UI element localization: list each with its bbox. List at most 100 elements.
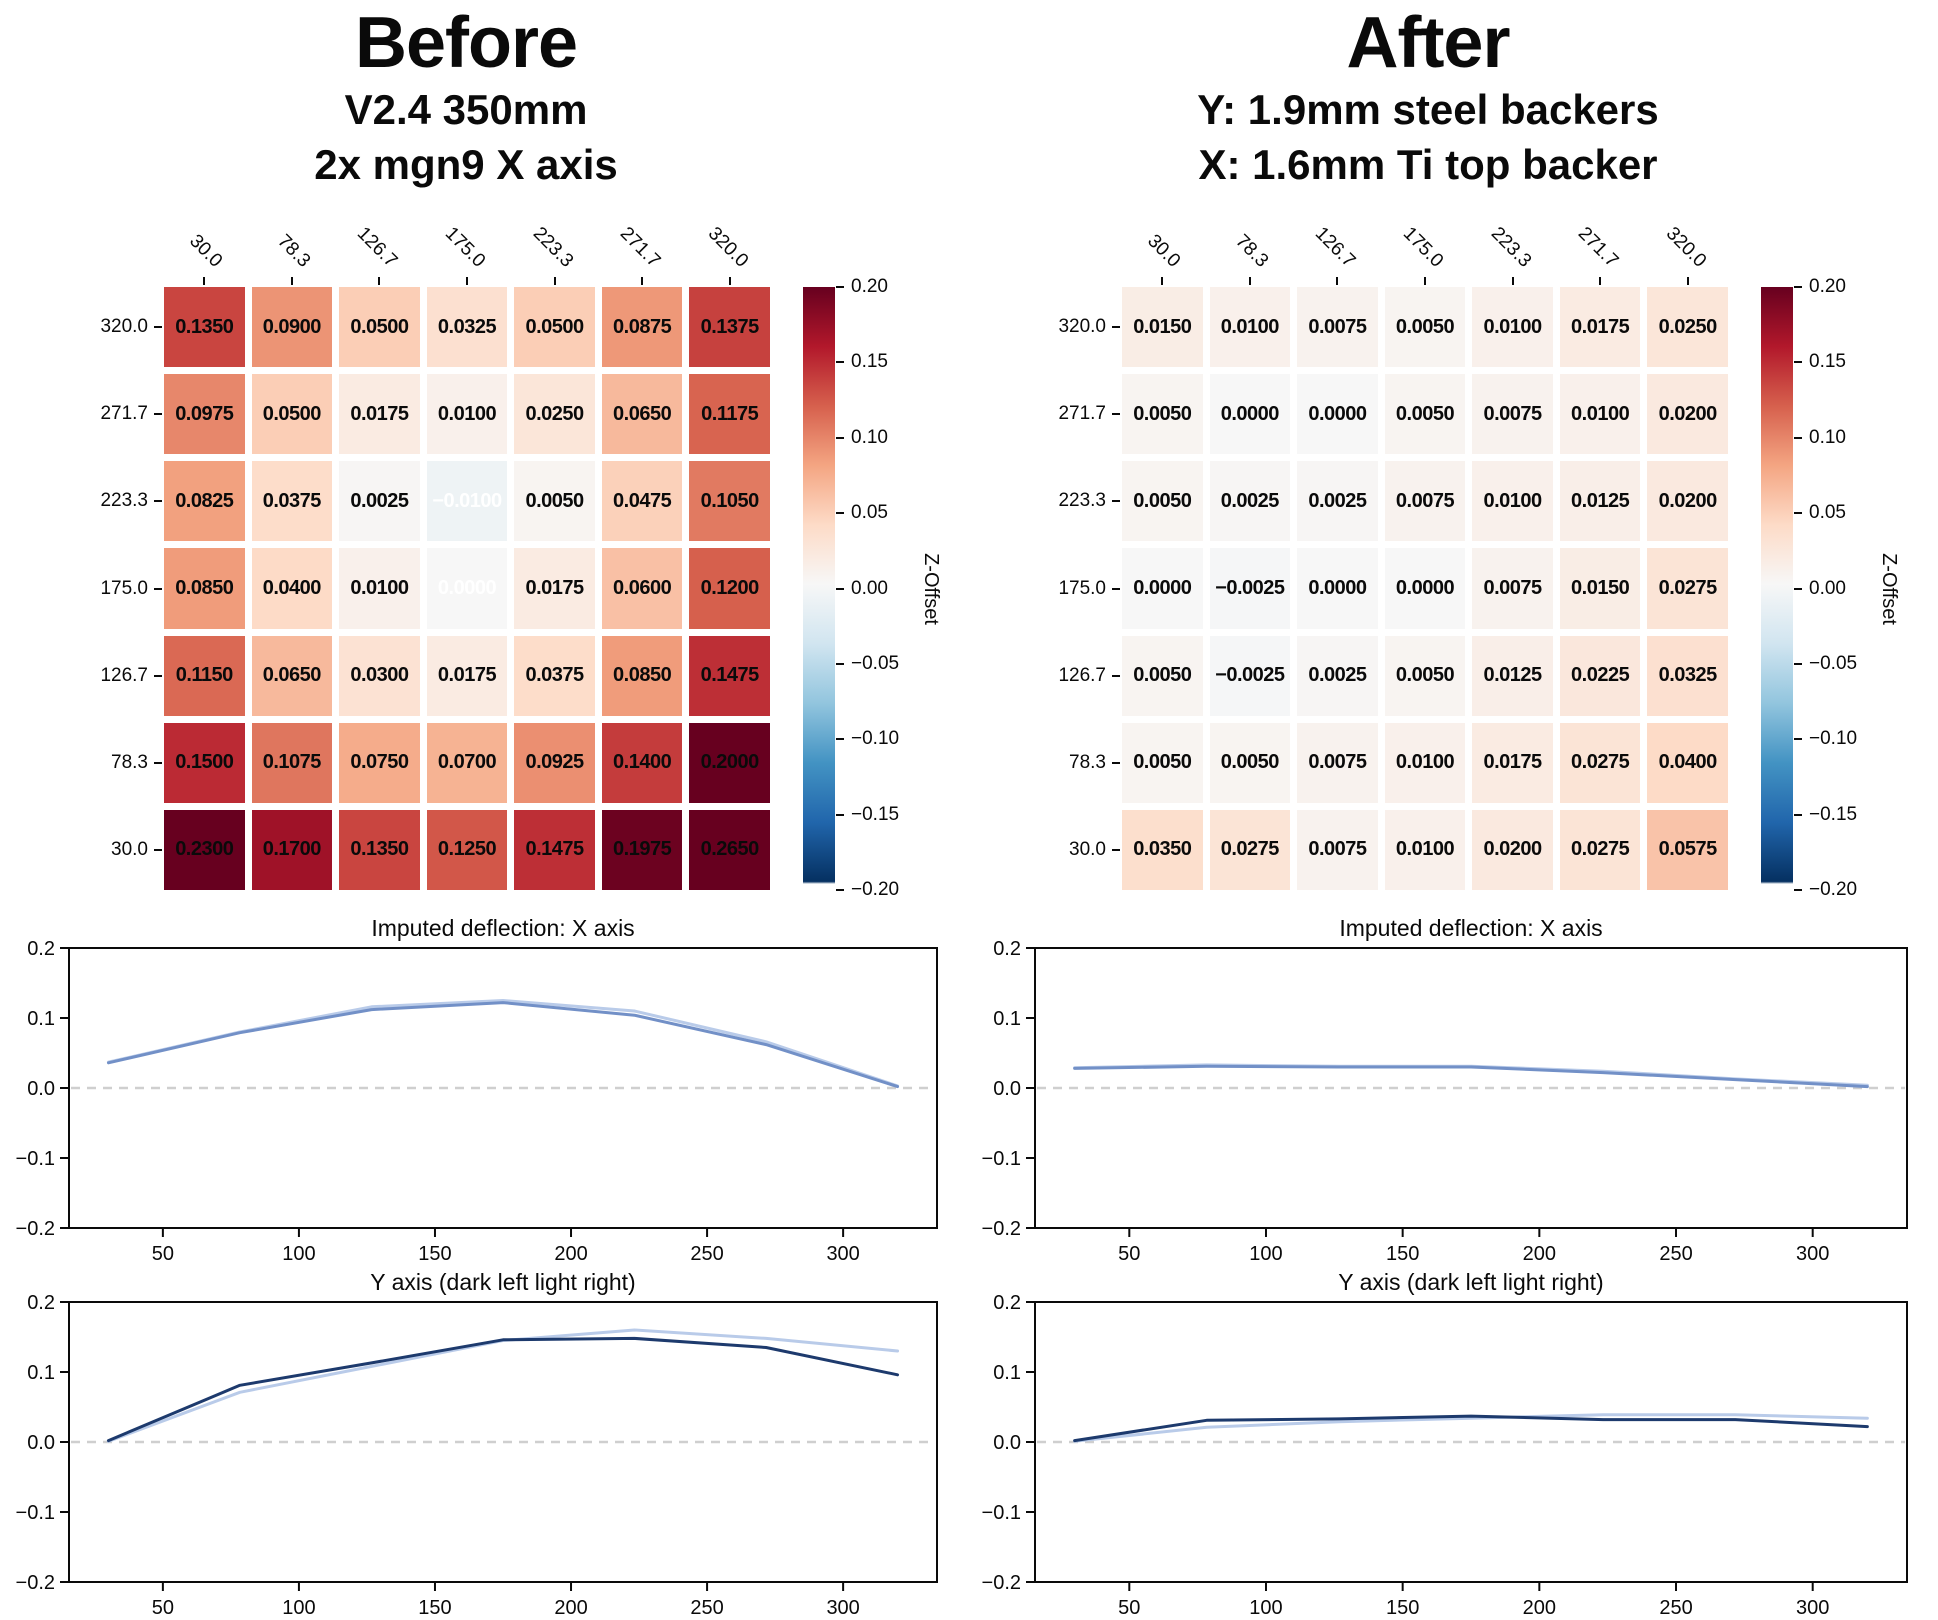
heatmap-col-tick [1511,277,1514,285]
heatmap-col-label: 126.7 [353,223,402,272]
heatmap-col-tick [203,277,206,285]
colorbar-axis-label: Z-Offset [1878,552,1900,625]
heatmap-cell: 0.0375 [251,461,333,542]
x-axis-tick-label: 150 [1386,1243,1419,1265]
colorbar-tick [836,813,844,816]
heatmap-row-tick [154,413,162,416]
heatmap-cell: 0.0650 [251,635,333,716]
x-axis-tick-label: 100 [1249,1243,1282,1265]
colorbar-tick [1794,813,1802,816]
heatmap-cell: 0.1175 [689,374,770,455]
heatmap-cell: 0.1700 [251,809,333,890]
heatmap-col-label: 320.0 [1661,223,1710,272]
before-colorbar: 0.20 0.15 0.10 0.05 0.00 −0.05 −0.10 −0.15 −0.20… [803,276,953,900]
heatmap-col-tick [378,277,381,285]
heatmap-cell: 0.0125 [1559,461,1641,542]
heatmap-cell: 0.0050 [1384,287,1466,368]
heatmap-cell: 0.0400 [1647,722,1728,803]
heatmap-col-label: 320.0 [703,223,752,272]
heatmap-row-tick [1112,413,1120,416]
colorbar-tick [1794,436,1802,439]
y-axis-tick-label: 0.2 [27,1292,55,1314]
heatmap-cell: 0.0175 [339,374,420,455]
colorbar-tick-label: 0.10 [851,426,888,448]
chart-before-y-deflection: Y axis (dark left light right) 0.2 0.1 0.0 −… [16,1269,938,1619]
x-axis-tick-label: 200 [1523,1597,1556,1619]
colorbar-tick [1794,512,1802,515]
line-series-main [1073,1064,1869,1089]
x-axis-tick-label: 200 [554,1243,587,1265]
heatmap-cell: 0.2650 [689,809,770,890]
heatmap-cell: 0.1400 [601,722,683,803]
heatmap-cell: 0.0200 [1472,809,1553,890]
heatmap-row-label: 78.3 [1069,751,1106,773]
colorbar-tick-label: 0.20 [1809,276,1846,297]
heatmap-cell: −0.0100 [426,461,508,542]
heatmap-cell: 0.0100 [426,374,508,455]
heatmap-cell: 0.0175 [514,548,595,629]
heatmap-cell: 0.0050 [1122,461,1203,542]
heatmap-col-label: 78.3 [273,230,315,272]
heatmap-cell: 0.0025 [1297,635,1378,716]
x-axis-tick-label: 300 [826,1597,859,1619]
heatmap-cell: 0.0400 [251,548,333,629]
x-axis-tick-label: 300 [826,1243,859,1265]
heatmap-cell: 0.0750 [339,722,420,803]
heatmap-row-tick [154,500,162,503]
heatmap-row-tick [1112,761,1120,764]
x-axis-tick-label: 100 [282,1597,315,1619]
heatmap-cell: 0.0000 [1384,548,1466,629]
heatmap-cell: 0.0100 [339,548,420,629]
heatmap-cell: 0.1350 [339,809,420,890]
heatmap-cell: 0.2300 [164,809,245,890]
heatmap-cell: 0.0225 [1559,635,1641,716]
x-axis-tick-label: 200 [1523,1243,1556,1265]
before-title: Before [354,3,578,83]
heatmap-row-tick [1112,674,1120,677]
heatmap-cell: 0.0075 [1472,548,1553,629]
heatmap-row-label: 271.7 [1058,403,1106,425]
colorbar-tick [836,512,844,515]
heatmap-col-label: 30.0 [185,230,227,272]
heatmap-row-tick [1112,500,1120,503]
heatmap-cell: 0.0300 [339,635,420,716]
heatmap-cell: 0.0050 [1122,374,1203,455]
heatmap-cell: 0.0050 [1122,722,1203,803]
heatmap-cell: 0.0150 [1122,287,1203,368]
heatmap-col-tick [466,277,468,285]
heatmap-cell: 0.0200 [1647,461,1728,542]
heatmap-col-tick [1336,277,1339,285]
heatmap-cell: 0.0375 [514,635,595,716]
heatmap-cell: 0.1500 [164,722,245,803]
heatmap-cell: 0.0000 [1209,374,1291,455]
heatmap-cell: −0.0025 [1209,635,1291,716]
heatmap-col-label: 126.7 [1311,223,1360,272]
heatmap-cell: 0.1475 [514,809,595,890]
heatmap-cell: 0.0600 [601,548,683,629]
heatmap-cell: 0.0025 [339,461,420,542]
heatmap-cell: 0.0575 [1647,809,1728,890]
chart-before-x-deflection: Imputed deflection: X axis 0.2 0.1 0.0 −0.1 −… [16,915,938,1265]
heatmap-col-tick [1161,277,1164,285]
heatmap-cell: 0.1075 [251,722,333,803]
heatmap-col-tick [1248,277,1251,285]
heatmap-cell: 0.0000 [1297,374,1378,455]
x-axis-tick-label: 200 [554,1597,587,1619]
heatmap-row-label: 126.7 [100,664,148,686]
heatmap-row-label: 320.0 [100,316,148,338]
after-heatmap: 0.0150 0.0100 0.0075 0.0050 0.0100 0.0175 0.02… [1058,223,1728,890]
heatmap-cell: 0.0250 [1647,287,1728,368]
heatmap-col-label: 223.3 [1486,223,1535,272]
heatmap-cell: 0.0175 [426,635,508,716]
y-axis-tick-label: 0.2 [27,938,55,960]
x-axis-tick-label: 50 [152,1243,174,1265]
heatmap-row-label: 175.0 [1058,577,1106,599]
y-axis-tick-label: 0.0 [27,1432,55,1454]
heatmap-col-tick [1599,277,1602,285]
heatmap-cell: −0.0025 [1209,548,1291,629]
x-axis-tick-label: 150 [418,1597,451,1619]
heatmap-cell: 0.0000 [1297,548,1378,629]
colorbar-tick [1794,889,1802,891]
heatmap-cell: 0.2000 [689,722,770,803]
